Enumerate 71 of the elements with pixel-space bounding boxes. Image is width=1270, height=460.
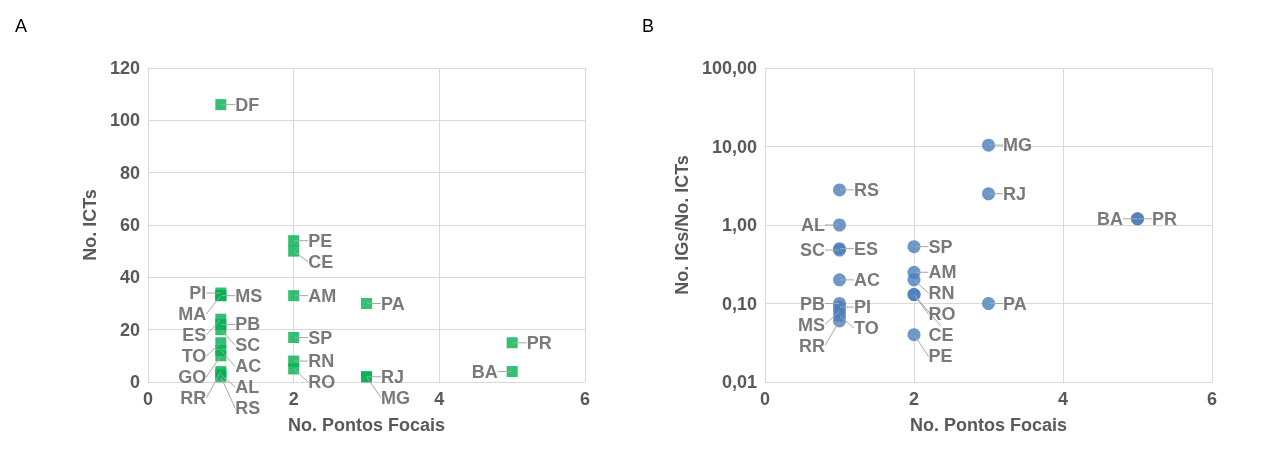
annotation: AC bbox=[854, 269, 880, 290]
y-tick-label: 20 bbox=[119, 319, 140, 340]
y-tick-label: 0 bbox=[129, 372, 140, 392]
y-tick-label: 40 bbox=[119, 267, 140, 288]
chart-title: A bbox=[15, 16, 28, 36]
y-tick-label: 80 bbox=[119, 162, 140, 183]
y-tick-label: 60 bbox=[119, 215, 140, 235]
chart-title: B bbox=[642, 16, 655, 36]
annotation: SC bbox=[799, 240, 825, 261]
annotation: AL bbox=[235, 377, 260, 398]
annotation: PB bbox=[235, 314, 261, 335]
x-tick-label: 2 bbox=[908, 389, 920, 409]
annotation: PI bbox=[189, 283, 207, 304]
y-tick-label: 100 bbox=[109, 110, 140, 131]
annotation: BA bbox=[471, 361, 498, 382]
y-tick-label: 10,00 bbox=[711, 136, 757, 157]
annotation: RS bbox=[854, 179, 880, 200]
y-tick-label: 120 bbox=[109, 58, 140, 78]
y-tick-label: 0,10 bbox=[721, 293, 757, 314]
annotation: TO bbox=[181, 346, 207, 367]
annotation: MS bbox=[798, 314, 825, 335]
y-tick-label: 1,00 bbox=[721, 215, 757, 235]
y-axis-title: No. IGs/No. ICTs bbox=[672, 155, 693, 295]
annotation: MG bbox=[381, 387, 410, 408]
x-axis-title: No. Pontos Focais bbox=[287, 415, 446, 435]
x-tick-label: 4 bbox=[434, 389, 445, 409]
annotation: SP bbox=[928, 236, 953, 257]
x-tick-label: 4 bbox=[1057, 389, 1069, 409]
annotation: PE bbox=[308, 230, 333, 251]
x-tick-label: 0 bbox=[759, 389, 771, 409]
annotation: MS bbox=[235, 285, 263, 306]
x-tick-label: 6 bbox=[579, 389, 591, 409]
annotation: PR bbox=[1152, 208, 1178, 229]
annotation: ES bbox=[854, 238, 879, 259]
annotation: GO bbox=[178, 367, 207, 388]
annotation: PR bbox=[526, 332, 552, 353]
annotation: MA bbox=[178, 304, 207, 325]
annotation: PA bbox=[381, 293, 405, 314]
y-tick-label: 100,00 bbox=[701, 58, 757, 78]
annotation: RO bbox=[308, 372, 336, 393]
annotation: SC bbox=[235, 335, 261, 356]
annotation: AM bbox=[928, 262, 957, 283]
annotation: TO bbox=[854, 318, 879, 339]
annotation: AL bbox=[801, 215, 825, 235]
y-tick-label: 0,01 bbox=[721, 372, 757, 392]
annotation: SP bbox=[308, 327, 333, 348]
annotation: RS bbox=[235, 398, 261, 419]
annotation: MG bbox=[1003, 135, 1032, 156]
y-axis-title: No. ICTs bbox=[80, 189, 101, 261]
annotation: PA bbox=[1003, 293, 1027, 314]
annotation: PE bbox=[928, 346, 953, 367]
annotation: BA bbox=[1097, 208, 1123, 229]
annotation: CE bbox=[308, 251, 334, 272]
annotation: RO bbox=[928, 304, 956, 325]
annotation: RN bbox=[308, 351, 335, 372]
annotation: AM bbox=[308, 285, 337, 306]
x-axis-title: No. Pontos Focais bbox=[909, 415, 1068, 435]
annotation: RN bbox=[928, 283, 955, 304]
annotation: AC bbox=[235, 356, 262, 377]
annotation: CE bbox=[928, 325, 954, 346]
annotation: DF bbox=[235, 94, 260, 115]
annotation: RJ bbox=[381, 366, 405, 387]
x-tick-label: 2 bbox=[288, 389, 299, 409]
annotation: RR bbox=[180, 388, 207, 409]
annotation: RJ bbox=[1003, 183, 1027, 204]
annotation: ES bbox=[182, 325, 207, 346]
annotation: PI bbox=[854, 297, 872, 318]
annotation: PB bbox=[799, 293, 825, 314]
x-tick-label: 6 bbox=[1206, 389, 1218, 409]
annotation: RR bbox=[799, 335, 825, 356]
x-tick-label: 0 bbox=[142, 389, 154, 409]
